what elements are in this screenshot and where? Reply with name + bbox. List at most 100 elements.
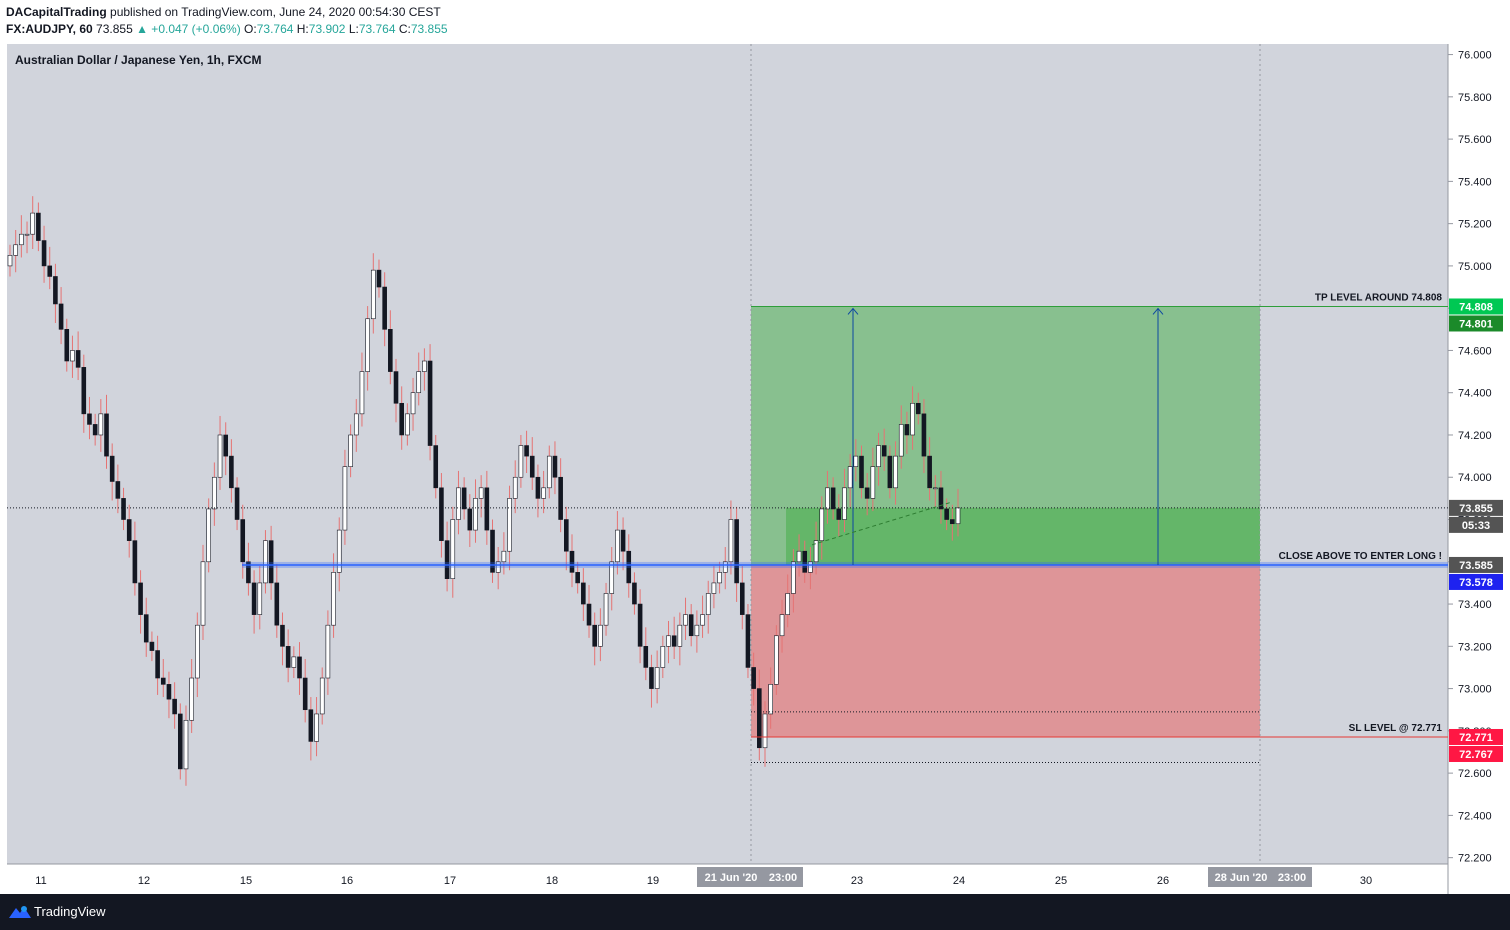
candle-body[interactable] [671,635,677,647]
candle-body[interactable] [711,582,717,594]
candle-body[interactable] [461,487,467,510]
candle-body[interactable] [376,269,382,288]
candle-body[interactable] [240,519,246,563]
candle-body[interactable] [359,371,365,415]
candle-body[interactable] [495,561,501,573]
candle-body[interactable] [779,614,785,637]
candle-body[interactable] [768,684,773,715]
candle-body[interactable] [739,582,745,615]
candle-body[interactable] [796,550,802,563]
candle-body[interactable] [433,445,439,489]
candle-body[interactable] [700,614,705,626]
candle-body[interactable] [808,561,813,573]
candle-body[interactable] [524,445,529,457]
candle-body[interactable] [581,582,586,605]
candle-body[interactable] [143,614,149,643]
candle-body[interactable] [898,424,904,457]
candle-body[interactable] [348,434,353,467]
candle-body[interactable] [53,276,58,305]
candle-body[interactable] [722,561,728,573]
candle-body[interactable] [109,455,115,482]
candle-body[interactable] [75,350,81,368]
candle-body[interactable] [189,677,194,721]
candle-body[interactable] [308,709,314,742]
candle-body[interactable] [745,614,751,668]
candle-body[interactable] [138,582,143,615]
candle-body[interactable] [847,466,853,489]
candle-body[interactable] [456,487,461,520]
candle-body[interactable] [342,466,348,531]
candle-body[interactable] [217,434,223,478]
candle-body[interactable] [558,476,563,520]
candle-body[interactable] [81,367,87,415]
price-tag[interactable] [1449,499,1503,516]
candle-body[interactable] [734,519,739,584]
candle-body[interactable] [70,350,75,362]
candle-body[interactable] [19,233,24,246]
candle-body[interactable] [603,593,609,626]
price-tag[interactable] [1449,315,1503,332]
candle-body[interactable] [149,641,155,651]
candle-body[interactable] [450,519,456,579]
candle-body[interactable] [552,455,558,478]
candle-body[interactable] [319,677,325,715]
price-axis[interactable] [1448,44,1510,894]
candle-body[interactable] [388,329,393,372]
candle-body[interactable] [575,572,580,584]
candle-body[interactable] [637,603,643,647]
candle-body[interactable] [104,413,109,457]
candle-body[interactable] [263,540,268,584]
candle-body[interactable] [535,476,541,499]
price-tag[interactable] [1449,298,1503,315]
candle-body[interactable] [405,413,410,436]
candle-body[interactable] [87,413,92,425]
candle-body[interactable] [36,212,41,241]
candle-body[interactable] [609,561,615,594]
candle-body[interactable] [353,413,359,436]
candle-body[interactable] [7,255,13,267]
brand-name[interactable]: TradingView [34,904,106,919]
candle-body[interactable] [291,656,297,668]
candle-body[interactable] [24,233,30,236]
candle-body[interactable] [206,508,211,563]
candle-body[interactable] [944,508,949,520]
candle-body[interactable] [881,445,887,457]
candle-body[interactable] [274,582,280,626]
candle-body[interactable] [490,529,495,573]
candle-body[interactable] [592,624,597,647]
time-range-start-box[interactable] [697,867,803,887]
candle-body[interactable] [439,487,444,541]
candle-body[interactable] [842,487,847,520]
candle-body[interactable] [546,455,552,489]
candle-body[interactable] [325,624,331,679]
candle-body[interactable] [620,529,626,552]
candle-body[interactable] [371,269,376,320]
candle-body[interactable] [229,455,234,489]
candle-body[interactable] [257,582,263,615]
candle-body[interactable] [501,550,507,563]
candle-body[interactable] [172,698,177,715]
candle-body[interactable] [251,582,257,615]
candle-body[interactable] [660,646,666,668]
tradingview-logo-icon[interactable] [8,904,32,920]
candle-body[interactable] [927,455,932,489]
candle-body[interactable] [683,614,688,626]
candle-body[interactable] [586,603,592,626]
candle-body[interactable] [314,713,319,742]
candle-body[interactable] [677,624,683,647]
candle-body[interactable] [183,719,189,770]
candle-body[interactable] [126,519,132,541]
candle-body[interactable] [921,413,927,457]
candle-body[interactable] [399,402,404,436]
candle-body[interactable] [467,508,473,531]
candle-body[interactable] [717,572,722,584]
candle-body[interactable] [268,540,274,584]
candle-body[interactable] [955,507,961,525]
candle-body[interactable] [541,487,546,499]
candle-body[interactable] [246,561,251,584]
price-tag[interactable] [1449,745,1503,762]
price-tag[interactable] [1449,516,1503,533]
candle-body[interactable] [13,244,18,256]
author-name[interactable]: DACapitalTrading [6,5,107,19]
